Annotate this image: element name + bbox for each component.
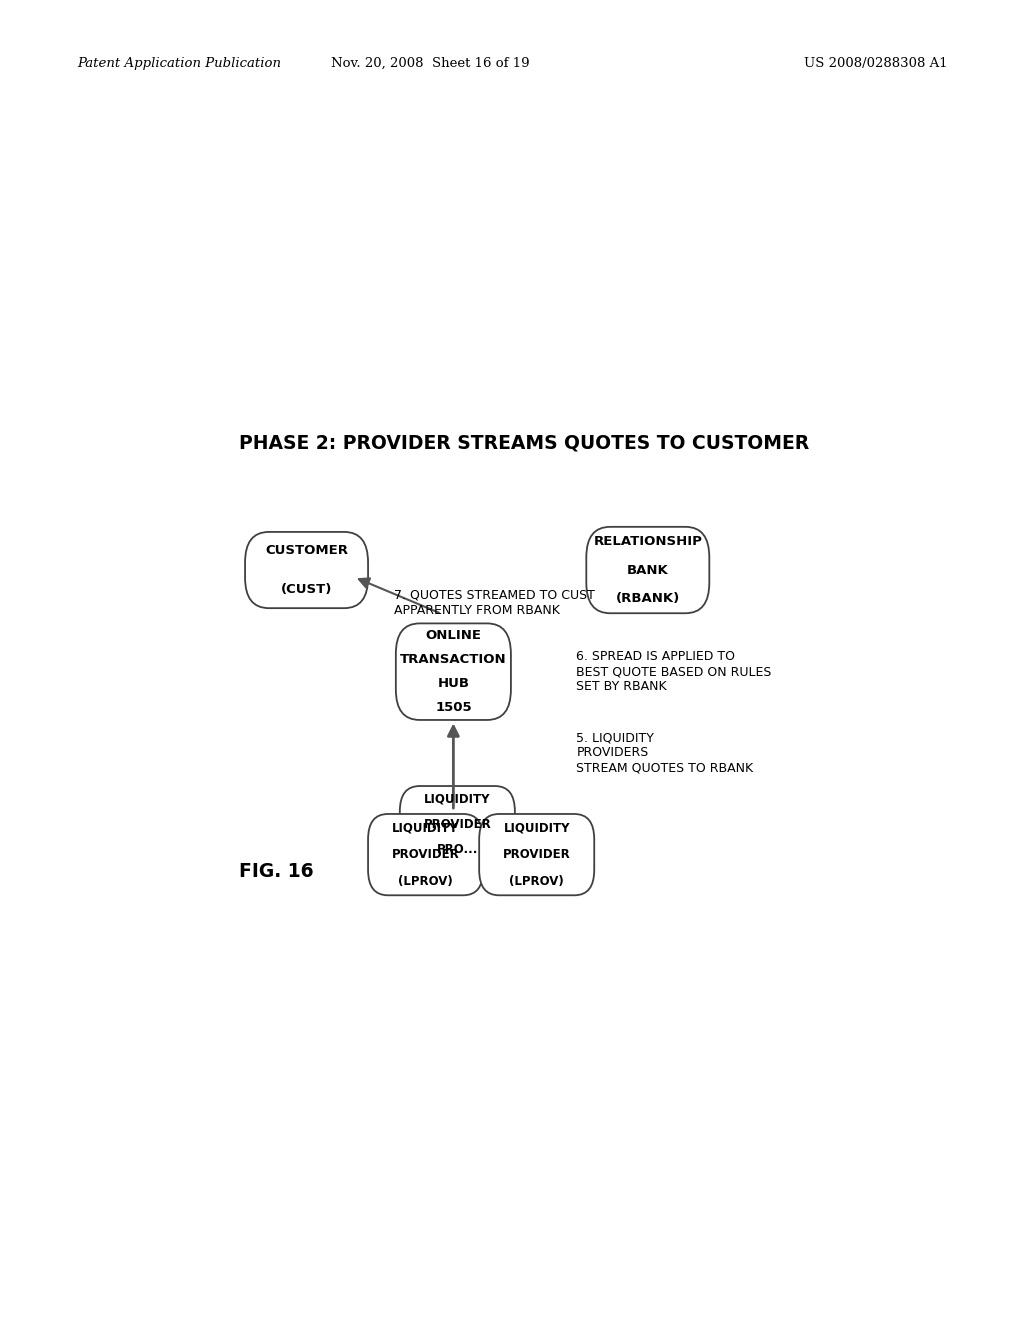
- Text: PHASE 2: PROVIDER STREAMS QUOTES TO CUSTOMER: PHASE 2: PROVIDER STREAMS QUOTES TO CUST…: [240, 433, 809, 453]
- Text: 7. QUOTES STREAMED TO CUST
APPARENTLY FROM RBANK: 7. QUOTES STREAMED TO CUST APPARENTLY FR…: [394, 589, 595, 616]
- Text: RELATIONSHIP: RELATIONSHIP: [593, 535, 702, 548]
- Text: LIQUIDITY: LIQUIDITY: [504, 821, 570, 834]
- Text: PROVIDER: PROVIDER: [503, 849, 570, 861]
- Text: PROVIDER: PROVIDER: [392, 849, 460, 861]
- Text: ONLINE: ONLINE: [425, 628, 481, 642]
- Text: Patent Application Publication: Patent Application Publication: [77, 57, 281, 70]
- Text: 1505: 1505: [435, 701, 472, 714]
- FancyBboxPatch shape: [396, 623, 511, 719]
- FancyBboxPatch shape: [245, 532, 368, 609]
- Text: PROVIDER: PROVIDER: [424, 817, 492, 830]
- Text: (LPROV): (LPROV): [509, 875, 564, 888]
- FancyBboxPatch shape: [587, 527, 710, 614]
- Text: LIQUIDITY: LIQUIDITY: [424, 792, 490, 805]
- Text: Nov. 20, 2008  Sheet 16 of 19: Nov. 20, 2008 Sheet 16 of 19: [331, 57, 529, 70]
- Text: US 2008/0288308 A1: US 2008/0288308 A1: [804, 57, 947, 70]
- Text: (LPROV): (LPROV): [398, 875, 453, 888]
- Text: HUB: HUB: [437, 677, 469, 690]
- FancyBboxPatch shape: [479, 814, 594, 895]
- Text: PRO...: PRO...: [436, 843, 478, 857]
- Text: BANK: BANK: [627, 564, 669, 577]
- FancyBboxPatch shape: [368, 814, 483, 895]
- Text: (RBANK): (RBANK): [615, 593, 680, 606]
- Text: (CUST): (CUST): [281, 582, 332, 595]
- Text: CUSTOMER: CUSTOMER: [265, 544, 348, 557]
- Text: FIG. 16: FIG. 16: [240, 862, 313, 882]
- Text: 5. LIQUIDITY
PROVIDERS
STREAM QUOTES TO RBANK: 5. LIQUIDITY PROVIDERS STREAM QUOTES TO …: [577, 731, 754, 775]
- Text: 6. SPREAD IS APPLIED TO
BEST QUOTE BASED ON RULES
SET BY RBANK: 6. SPREAD IS APPLIED TO BEST QUOTE BASED…: [577, 651, 772, 693]
- FancyBboxPatch shape: [399, 785, 515, 862]
- Text: TRANSACTION: TRANSACTION: [400, 653, 507, 667]
- Text: LIQUIDITY: LIQUIDITY: [392, 821, 459, 834]
